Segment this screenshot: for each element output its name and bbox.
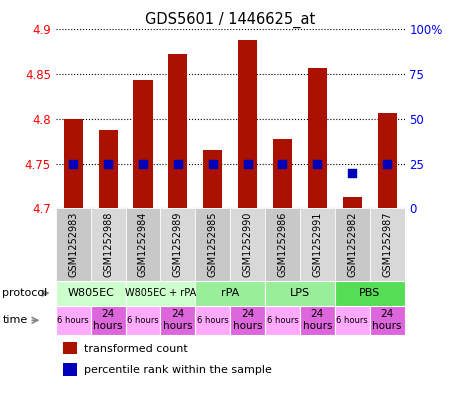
Point: [279, 160, 286, 167]
Text: 24
hours: 24 hours: [163, 310, 193, 331]
Bar: [203, 150, 222, 208]
Bar: [195, 208, 230, 281]
Bar: [56, 306, 91, 335]
Text: GSM1252984: GSM1252984: [138, 212, 148, 277]
Bar: [273, 139, 292, 208]
Text: GSM1252990: GSM1252990: [243, 212, 252, 277]
Text: PBS: PBS: [359, 288, 380, 298]
Point: [383, 160, 391, 167]
Bar: [160, 306, 195, 335]
Bar: [265, 306, 300, 335]
Text: rPA: rPA: [221, 288, 239, 298]
Text: percentile rank within the sample: percentile rank within the sample: [84, 365, 272, 375]
Point: [174, 160, 181, 167]
Point: [349, 169, 356, 176]
Bar: [335, 208, 370, 281]
Text: transformed count: transformed count: [84, 344, 187, 354]
Bar: [335, 281, 405, 306]
Bar: [126, 208, 160, 281]
Bar: [160, 208, 195, 281]
Bar: [133, 79, 153, 208]
Text: GSM1252985: GSM1252985: [208, 212, 218, 277]
Point: [209, 160, 216, 167]
Bar: [91, 208, 126, 281]
Text: GSM1252989: GSM1252989: [173, 212, 183, 277]
Text: 6 hours: 6 hours: [266, 316, 299, 325]
Bar: [56, 281, 126, 306]
Bar: [99, 130, 118, 208]
Bar: [370, 306, 405, 335]
Bar: [63, 342, 77, 354]
Bar: [265, 208, 300, 281]
Point: [104, 160, 112, 167]
Bar: [56, 208, 91, 281]
Text: GSM1252982: GSM1252982: [347, 212, 357, 277]
Text: 6 hours: 6 hours: [336, 316, 368, 325]
Bar: [91, 306, 126, 335]
Bar: [63, 363, 77, 376]
Bar: [195, 306, 230, 335]
Bar: [343, 196, 362, 208]
Text: time: time: [2, 315, 27, 325]
Bar: [308, 68, 327, 208]
Point: [139, 160, 146, 167]
Text: 24
hours: 24 hours: [372, 310, 402, 331]
Text: 24
hours: 24 hours: [93, 310, 123, 331]
Text: LPS: LPS: [290, 288, 310, 298]
Text: 24
hours: 24 hours: [303, 310, 332, 331]
Bar: [335, 306, 370, 335]
Text: 6 hours: 6 hours: [197, 316, 229, 325]
Bar: [300, 306, 335, 335]
Bar: [126, 281, 195, 306]
Text: GSM1252986: GSM1252986: [278, 212, 287, 277]
Title: GDS5601 / 1446625_at: GDS5601 / 1446625_at: [145, 12, 315, 28]
Point: [69, 160, 77, 167]
Text: GSM1252988: GSM1252988: [103, 212, 113, 277]
Bar: [265, 281, 335, 306]
Bar: [378, 113, 397, 208]
Text: 6 hours: 6 hours: [57, 316, 89, 325]
Text: protocol: protocol: [2, 288, 47, 298]
Bar: [126, 306, 160, 335]
Bar: [230, 306, 265, 335]
Text: GSM1252987: GSM1252987: [382, 212, 392, 277]
Bar: [64, 119, 83, 208]
Bar: [168, 53, 187, 208]
Text: 6 hours: 6 hours: [127, 316, 159, 325]
Bar: [300, 208, 335, 281]
Text: 24
hours: 24 hours: [233, 310, 262, 331]
Point: [244, 160, 251, 167]
Bar: [370, 208, 405, 281]
Text: W805EC: W805EC: [67, 288, 114, 298]
Text: W805EC + rPA: W805EC + rPA: [125, 288, 196, 298]
Point: [313, 160, 321, 167]
Bar: [238, 40, 257, 208]
Text: GSM1252983: GSM1252983: [68, 212, 78, 277]
Text: GSM1252991: GSM1252991: [312, 212, 322, 277]
Bar: [230, 208, 265, 281]
Bar: [195, 281, 265, 306]
